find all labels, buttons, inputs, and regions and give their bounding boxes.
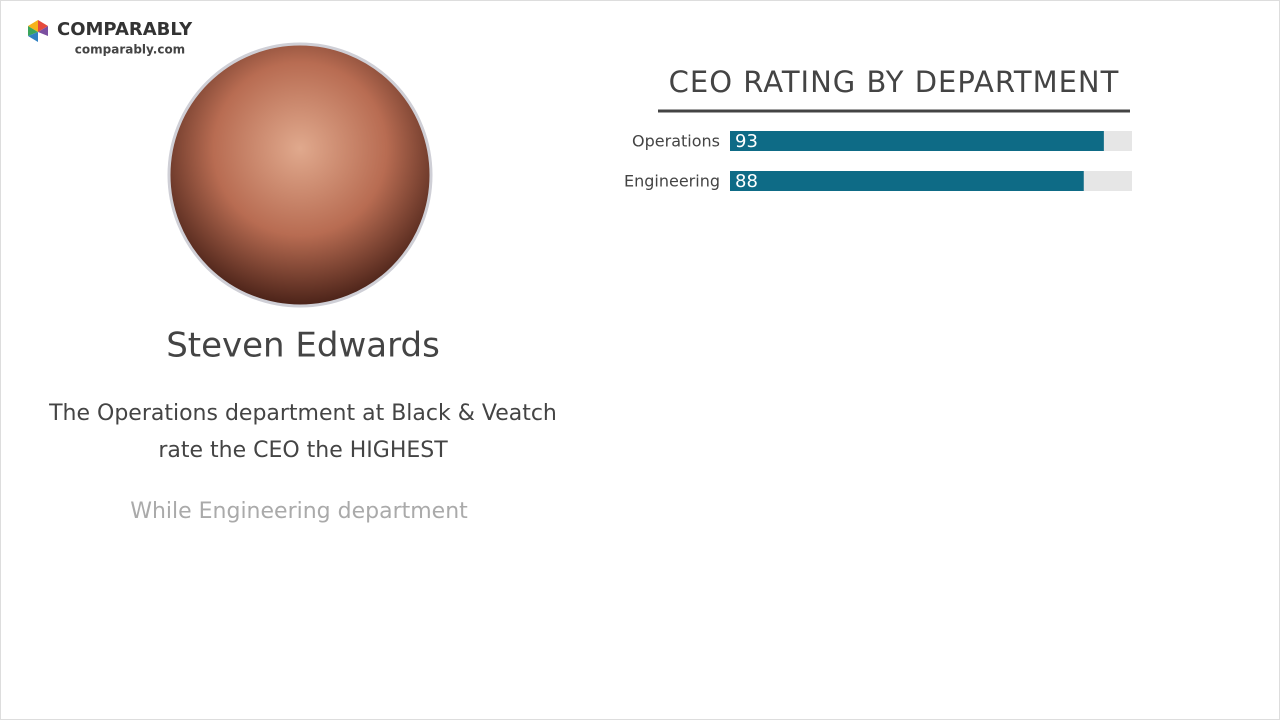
value-label: 93 <box>735 131 758 152</box>
category-label: Operations <box>632 132 720 151</box>
category-label: Engineering <box>624 172 720 191</box>
chart-title: CEO RATING BY DEPARTMENT <box>669 65 1120 99</box>
logo-name: COMPARABLY <box>57 19 193 40</box>
logo-url: comparably.com <box>75 43 185 57</box>
description-line: The Operations department at Black & Vea… <box>48 401 557 426</box>
bar <box>730 131 1104 151</box>
logo-icon <box>28 20 48 42</box>
profile-photo <box>167 42 433 308</box>
bar <box>730 171 1084 191</box>
profile-name: Steven Edwards <box>166 326 440 366</box>
value-label: 88 <box>735 171 758 192</box>
subtext: While Engineering department <box>130 499 468 524</box>
description-line: rate the CEO the HIGHEST <box>158 438 448 463</box>
